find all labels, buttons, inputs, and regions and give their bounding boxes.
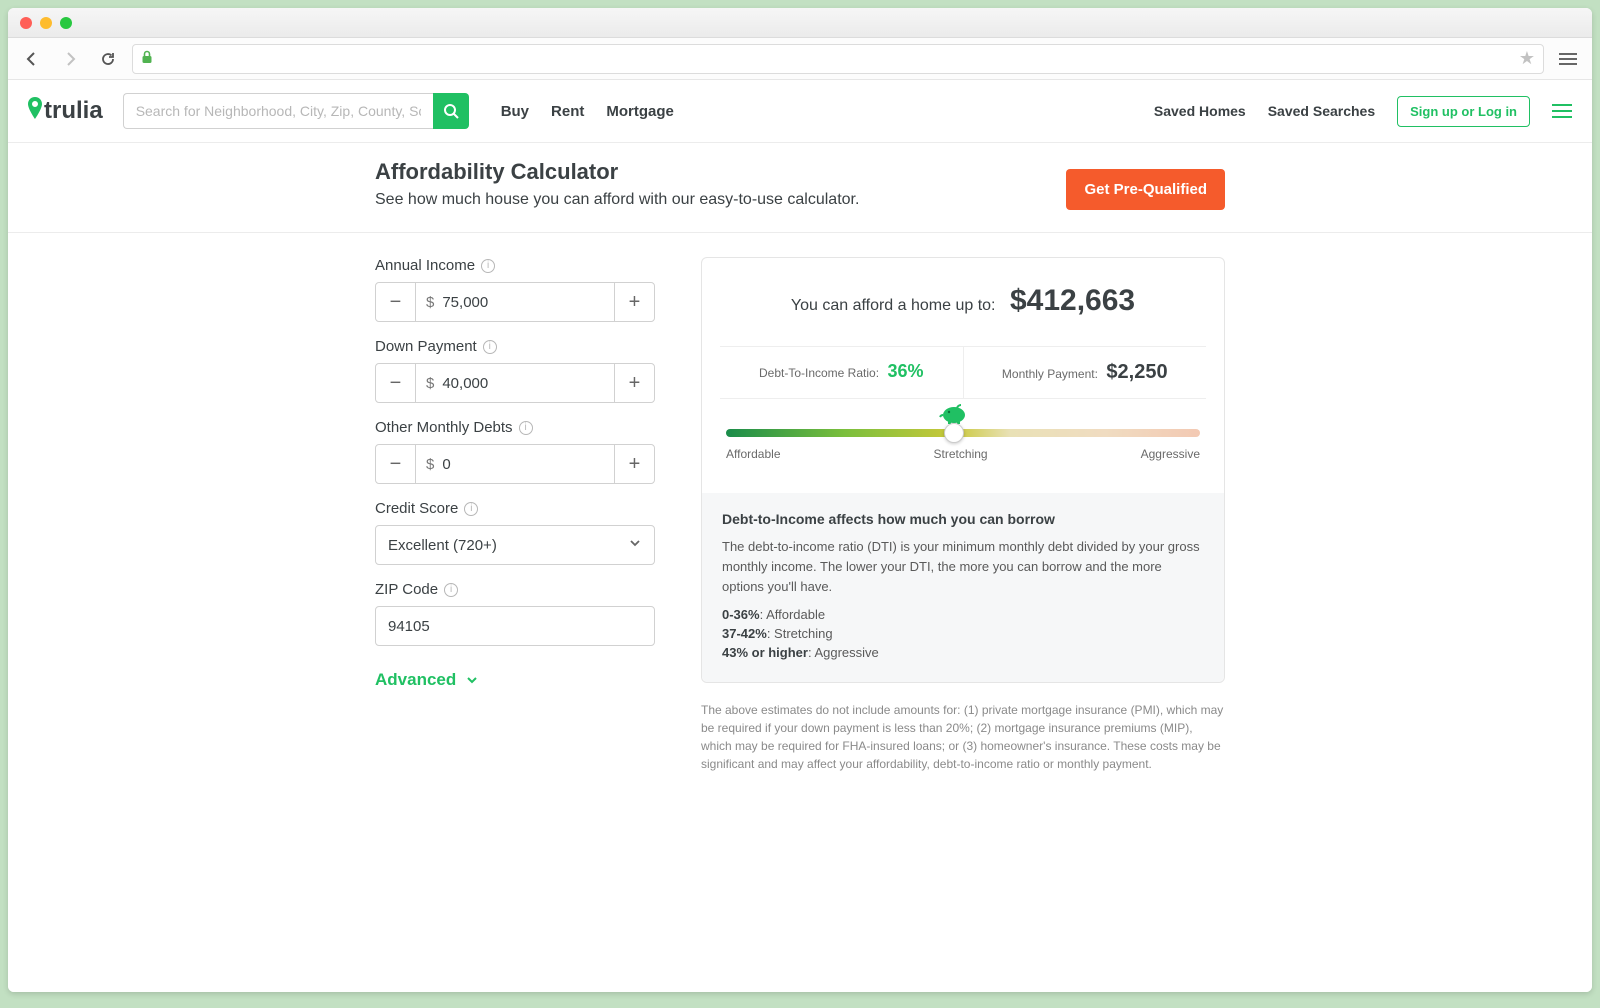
get-prequalified-button[interactable]: Get Pre-Qualified <box>1066 169 1225 210</box>
zip-input[interactable] <box>375 606 655 646</box>
range1-label: 0-36% <box>722 607 760 622</box>
logo-text: trulia <box>44 97 103 125</box>
range3-text: : Aggressive <box>808 645 879 660</box>
header-right: Saved Homes Saved Searches Sign up or Lo… <box>1154 96 1572 127</box>
advanced-label: Advanced <box>375 670 456 690</box>
down-payment-input[interactable] <box>442 375 604 392</box>
other-debts-increment[interactable]: + <box>614 445 654 483</box>
dollar-icon: $ <box>426 456 434 473</box>
reload-button[interactable] <box>94 45 122 73</box>
annual-income-label: Annual Income <box>375 257 475 274</box>
logo[interactable]: trulia <box>28 97 103 125</box>
dti-info-body: The debt-to-income ratio (DTI) is your m… <box>722 537 1204 597</box>
slider-thumb[interactable] <box>944 423 964 443</box>
page-subtitle: See how much house you can afford with o… <box>375 191 859 209</box>
dti-info-heading: Debt-to-Income affects how much you can … <box>722 511 1204 527</box>
result-column: You can afford a home up to: $412,663 De… <box>701 257 1225 773</box>
annual-income-info-icon[interactable]: i <box>481 259 495 273</box>
address-bar: ★ <box>8 38 1592 80</box>
slider-label-affordable: Affordable <box>726 447 781 461</box>
field-zip: ZIP Code i <box>375 581 655 646</box>
annual-income-input[interactable] <box>442 294 604 311</box>
search-button[interactable] <box>433 93 469 129</box>
logo-pin-icon <box>28 97 42 125</box>
search-wrap <box>123 93 469 129</box>
window-zoom-button[interactable] <box>60 17 72 29</box>
range2-text: : Stretching <box>767 626 833 641</box>
range3-label: 43% or higher <box>722 645 808 660</box>
slider-label-aggressive: Aggressive <box>1141 447 1200 461</box>
field-annual-income: Annual Income i − $ + <box>375 257 655 322</box>
dti-label: Debt-To-Income Ratio: <box>759 366 879 380</box>
site-menu-button[interactable] <box>1552 104 1572 118</box>
zip-info-icon[interactable]: i <box>444 583 458 597</box>
field-credit-score: Credit Score i Excellent (720+) <box>375 500 655 565</box>
nav-rent[interactable]: Rent <box>551 103 584 120</box>
dti-value: 36% <box>887 361 923 381</box>
field-down-payment: Down Payment i − $ + <box>375 338 655 403</box>
down-payment-info-icon[interactable]: i <box>483 340 497 354</box>
dollar-icon: $ <box>426 294 434 311</box>
content: Annual Income i − $ + Down Payment <box>375 257 1225 773</box>
form-column: Annual Income i − $ + Down Payment <box>375 257 655 690</box>
site-nav: Buy Rent Mortgage <box>501 103 674 120</box>
saved-homes-link[interactable]: Saved Homes <box>1154 103 1246 119</box>
lock-icon <box>141 50 153 67</box>
zip-label: ZIP Code <box>375 581 438 598</box>
credit-score-value: Excellent (720+) <box>388 537 497 554</box>
other-debts-decrement[interactable]: − <box>376 445 416 483</box>
field-other-debts: Other Monthly Debts i − $ + <box>375 419 655 484</box>
monthly-value: $2,250 <box>1106 361 1167 383</box>
search-input[interactable] <box>123 93 433 129</box>
down-payment-label: Down Payment <box>375 338 477 355</box>
signup-button[interactable]: Sign up or Log in <box>1397 96 1530 127</box>
forward-button <box>56 45 84 73</box>
slider-label-stretching: Stretching <box>934 447 988 461</box>
hero: Affordability Calculator See how much ho… <box>8 142 1592 233</box>
saved-searches-link[interactable]: Saved Searches <box>1268 103 1375 119</box>
nav-buy[interactable]: Buy <box>501 103 529 120</box>
down-payment-decrement[interactable]: − <box>376 364 416 402</box>
other-debts-input[interactable] <box>442 456 604 473</box>
annual-income-stepper: − $ + <box>375 282 655 322</box>
range1-text: : Affordable <box>760 607 826 622</box>
afford-amount: $412,663 <box>1010 284 1135 317</box>
annual-income-decrement[interactable]: − <box>376 283 416 321</box>
window-close-button[interactable] <box>20 17 32 29</box>
back-button[interactable] <box>18 45 46 73</box>
other-debts-info-icon[interactable]: i <box>519 421 533 435</box>
chevron-down-icon <box>464 672 480 688</box>
site-header: trulia Buy Rent Mortgage Saved Homes Sav… <box>8 80 1592 142</box>
url-box[interactable]: ★ <box>132 44 1544 74</box>
annual-income-increment[interactable]: + <box>614 283 654 321</box>
page-title: Affordability Calculator <box>375 159 859 185</box>
dti-info-block: Debt-to-Income affects how much you can … <box>702 493 1224 682</box>
credit-score-label: Credit Score <box>375 500 458 517</box>
range2-label: 37-42% <box>722 626 767 641</box>
credit-score-info-icon[interactable]: i <box>464 502 478 516</box>
other-debts-label: Other Monthly Debts <box>375 419 513 436</box>
credit-score-select[interactable]: Excellent (720+) <box>375 525 655 565</box>
bookmark-star-icon[interactable]: ★ <box>1519 48 1535 69</box>
browser-menu-button[interactable] <box>1554 53 1582 65</box>
slider-track[interactable] <box>726 429 1200 437</box>
disclaimer: The above estimates do not include amoun… <box>701 701 1225 773</box>
nav-mortgage[interactable]: Mortgage <box>606 103 674 120</box>
result-card: You can afford a home up to: $412,663 De… <box>701 257 1225 683</box>
down-payment-increment[interactable]: + <box>614 364 654 402</box>
chevron-down-icon <box>628 536 642 554</box>
window-minimize-button[interactable] <box>40 17 52 29</box>
afford-lead: You can afford a home up to: <box>791 297 996 314</box>
page: trulia Buy Rent Mortgage Saved Homes Sav… <box>8 80 1592 992</box>
affordability-slider: Affordable Stretching Aggressive <box>702 399 1224 475</box>
advanced-toggle[interactable]: Advanced <box>375 670 655 690</box>
browser-window: ★ trulia Buy Rent Mortgage <box>8 8 1592 992</box>
monthly-label: Monthly Payment: <box>1002 367 1098 381</box>
title-bar <box>8 8 1592 38</box>
dollar-icon: $ <box>426 375 434 392</box>
